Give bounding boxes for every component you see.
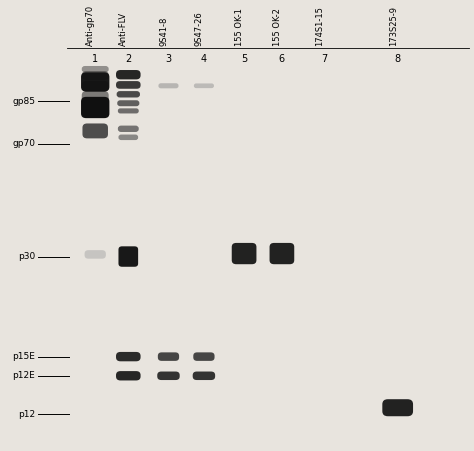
FancyBboxPatch shape	[157, 372, 180, 380]
Text: 3: 3	[165, 54, 172, 64]
FancyBboxPatch shape	[158, 83, 179, 88]
FancyBboxPatch shape	[116, 81, 141, 89]
FancyBboxPatch shape	[117, 91, 140, 97]
Text: 8: 8	[395, 54, 401, 64]
FancyBboxPatch shape	[116, 70, 141, 79]
FancyBboxPatch shape	[82, 91, 109, 103]
FancyBboxPatch shape	[116, 371, 141, 381]
FancyBboxPatch shape	[82, 71, 109, 80]
Text: p15E: p15E	[12, 352, 35, 361]
FancyBboxPatch shape	[158, 352, 179, 361]
FancyBboxPatch shape	[116, 352, 141, 361]
FancyBboxPatch shape	[82, 66, 109, 72]
FancyBboxPatch shape	[118, 125, 139, 132]
Text: gp85: gp85	[12, 97, 35, 106]
Text: 155 OK-2: 155 OK-2	[273, 8, 282, 46]
FancyBboxPatch shape	[118, 108, 139, 114]
Text: Anti-FLV: Anti-FLV	[119, 12, 128, 46]
FancyBboxPatch shape	[232, 243, 256, 264]
Text: gp70: gp70	[12, 139, 35, 148]
FancyBboxPatch shape	[117, 100, 139, 106]
Text: p30: p30	[18, 252, 35, 261]
Text: 1: 1	[92, 54, 98, 64]
Text: 4: 4	[201, 54, 207, 64]
FancyBboxPatch shape	[194, 83, 214, 88]
FancyBboxPatch shape	[81, 97, 109, 118]
FancyBboxPatch shape	[193, 372, 215, 380]
Text: 9S47-26: 9S47-26	[195, 11, 204, 46]
Text: p12E: p12E	[12, 371, 35, 380]
FancyBboxPatch shape	[118, 246, 138, 267]
Text: p12: p12	[18, 410, 35, 419]
Text: 6: 6	[279, 54, 285, 64]
FancyBboxPatch shape	[82, 124, 108, 138]
Text: 174S1-15: 174S1-15	[315, 6, 324, 46]
FancyBboxPatch shape	[82, 81, 109, 92]
FancyBboxPatch shape	[193, 352, 215, 361]
FancyBboxPatch shape	[270, 243, 294, 264]
FancyBboxPatch shape	[81, 72, 109, 92]
Text: 173S25-9: 173S25-9	[389, 6, 398, 46]
Text: 5: 5	[241, 54, 247, 64]
Text: 9S41-8: 9S41-8	[159, 16, 168, 46]
FancyBboxPatch shape	[84, 250, 106, 259]
FancyBboxPatch shape	[118, 134, 138, 140]
Text: 7: 7	[321, 54, 328, 64]
FancyBboxPatch shape	[383, 399, 413, 416]
Text: 2: 2	[125, 54, 131, 64]
Text: Anti-gp70: Anti-gp70	[86, 5, 95, 46]
Text: 155 OK-1: 155 OK-1	[235, 8, 244, 46]
